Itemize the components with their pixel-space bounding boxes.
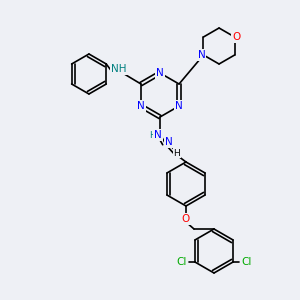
- Text: O: O: [232, 32, 241, 42]
- Text: O: O: [182, 214, 190, 224]
- Text: N: N: [156, 68, 164, 78]
- Text: Cl: Cl: [177, 257, 187, 267]
- Text: N: N: [154, 130, 162, 140]
- Text: H: H: [174, 148, 180, 158]
- Text: N: N: [137, 101, 145, 111]
- Text: H: H: [148, 130, 155, 140]
- Text: N: N: [165, 137, 173, 147]
- Text: N: N: [175, 101, 183, 111]
- Text: NH: NH: [111, 64, 127, 74]
- Text: Cl: Cl: [241, 257, 251, 267]
- Text: N: N: [198, 50, 205, 60]
